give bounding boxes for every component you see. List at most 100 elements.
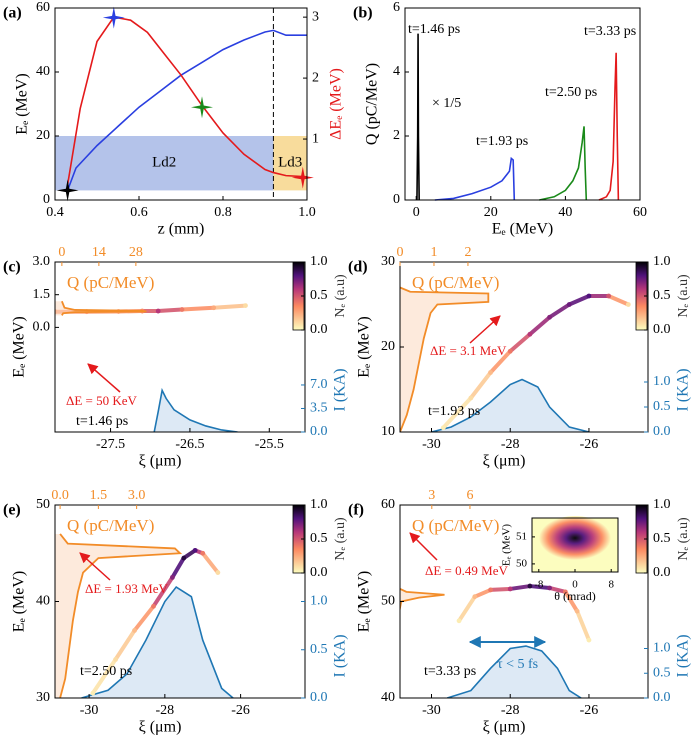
bottom-tick-label: -30	[422, 703, 441, 718]
left-tick-label: 60	[36, 0, 50, 15]
colorbar-tick-label: 1.0	[653, 497, 671, 512]
star-marker	[102, 6, 125, 29]
left-tick-label: 0	[43, 192, 50, 207]
current-line	[431, 378, 590, 432]
phase-point	[586, 293, 592, 299]
phase-point	[606, 293, 612, 299]
annotation: t=3.33 ps	[424, 664, 476, 679]
bottom-tick-label: -27.5	[96, 437, 125, 452]
spectrum-line	[400, 286, 490, 432]
panel-label: (a)	[3, 5, 22, 22]
phase-point	[200, 550, 206, 556]
phase-point	[440, 425, 446, 431]
y-axis-label: Eₑ (MeV)	[356, 571, 373, 632]
current-line	[153, 387, 238, 432]
left-tick-label: 30	[36, 690, 50, 705]
current-axis-tick-label: 7.0	[310, 377, 328, 392]
region	[273, 136, 307, 191]
plot-area	[55, 533, 234, 698]
charge-label: Q (pC/MeV)	[67, 516, 154, 535]
current-axis-tick-label: 0.0	[653, 690, 671, 705]
colorbar-tick-label: 0.5	[310, 531, 328, 546]
annotation: τ < 5 fs	[497, 657, 538, 672]
current-line	[81, 585, 234, 698]
bottom-tick-label: -28	[156, 703, 175, 718]
phase-point	[547, 314, 552, 320]
inset-x-tick-label: 8	[608, 579, 614, 591]
current-axis-tick-label: 0.5	[310, 642, 328, 657]
bottom-tick-label: 40	[558, 205, 572, 220]
left-tick-label: 2	[393, 128, 400, 143]
plot-area	[55, 300, 248, 432]
phase-band	[90, 657, 118, 696]
arrow	[87, 363, 121, 393]
phase-point	[547, 585, 552, 591]
annotation: t=2.50 ps	[545, 85, 597, 100]
bottom-tick-label: -28	[501, 703, 520, 718]
phase-band	[170, 556, 186, 580]
phase-band	[488, 349, 513, 375]
phase-band	[567, 294, 591, 307]
annotation: t=3.33 ps	[584, 24, 636, 39]
series-line	[539, 126, 588, 201]
bottom-tick-label: -30	[422, 437, 441, 452]
y-axis-label: Eₑ (MeV)	[11, 571, 28, 632]
current-axis-tick-label: 1.0	[653, 374, 671, 389]
region-label: Ld3	[278, 155, 302, 171]
charge-label: Q (pC/MeV)	[412, 273, 499, 292]
phase-band	[132, 604, 156, 633]
current-axis-tick-label: 0.5	[653, 399, 671, 414]
panel-label: (c)	[3, 259, 21, 276]
panel-label: (f)	[348, 502, 364, 519]
colorbar-tick-label: 0.0	[310, 322, 328, 337]
annotation: ΔE = 50 KeV	[66, 393, 138, 408]
bottom-tick-label: -26.5	[175, 437, 204, 452]
current-axis-tick-label: 0.0	[653, 424, 671, 439]
phase-point	[527, 331, 533, 337]
phase-band	[547, 302, 572, 320]
phase-band	[179, 305, 216, 312]
current-axis-label: I (KA)	[332, 634, 349, 677]
panel-label: (d)	[348, 259, 368, 276]
colorbar-tick-label: 0.0	[310, 565, 328, 580]
colorbar-tick-label: 0.0	[653, 322, 671, 337]
phase-point	[243, 303, 248, 308]
spectrum-line	[59, 533, 183, 698]
phase-point	[468, 395, 474, 401]
bottom-tick-label: -25.5	[255, 437, 284, 452]
inset-y-label: Eₑ (MeV)	[501, 524, 513, 567]
annotation: t=1.93 ps	[476, 134, 528, 149]
left-tick-label: 50	[381, 594, 395, 609]
colorbar-tick-label: 1.0	[653, 254, 671, 269]
y-axis-label: Eₑ (MeV)	[14, 73, 31, 134]
charge-axis-tick-label: 14	[92, 245, 106, 260]
phase-point	[215, 570, 221, 575]
annotation: ΔE = 0.49 MeV	[425, 563, 508, 578]
phase-band	[468, 370, 493, 400]
phase-band	[575, 609, 591, 643]
phase-point	[527, 583, 533, 589]
current-fill	[81, 587, 234, 698]
left-tick-label: 1.5	[33, 287, 51, 302]
charge-axis-tick-label: 1	[430, 245, 437, 260]
plot-area	[400, 286, 631, 432]
bottom-tick-label: 0.8	[214, 205, 232, 220]
panel-label: (b)	[353, 5, 373, 22]
phase-point	[625, 302, 631, 307]
inset-x-label: θ (mrad)	[554, 589, 595, 603]
current-axis-tick-label: 0.5	[653, 665, 671, 680]
series-line	[66, 29, 307, 191]
phase-point	[132, 628, 137, 633]
left-tick-label: 40	[36, 594, 50, 609]
charge-axis-tick-label: 6	[466, 488, 473, 503]
phase-point	[472, 594, 478, 600]
arrow	[409, 532, 438, 561]
x-axis-label: ξ (μm)	[139, 719, 182, 736]
charge-axis-tick-label: 0	[397, 245, 404, 260]
phase-band	[508, 332, 532, 354]
inset-beam	[539, 516, 611, 560]
phase-band	[200, 551, 220, 575]
phase-point	[170, 574, 175, 580]
axes-frame	[404, 7, 641, 201]
axes-frame	[54, 261, 306, 433]
